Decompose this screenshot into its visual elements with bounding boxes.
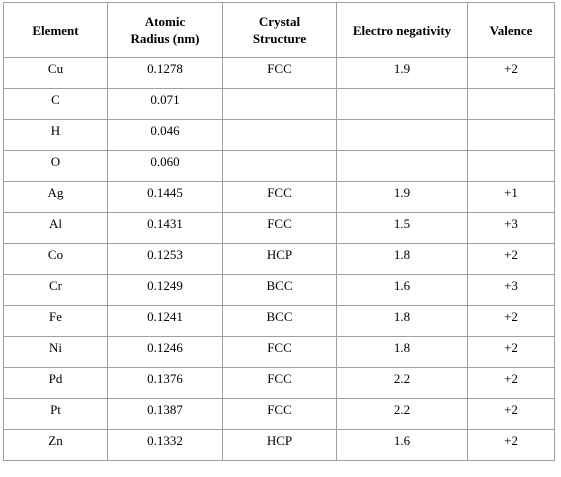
header-crystal-structure-line2: Structure [252,31,307,46]
table-row: Fe 0.1241 BCC 1.8 +2 [3,305,555,337]
cell-valence: +1 [467,181,555,213]
header-electronegativity: Electro negativity [336,2,468,58]
cell-atomic-radius: 0.1246 [107,336,223,368]
table-row: Zn 0.1332 HCP 1.6 +2 [3,429,555,461]
cell-crystal-structure: BCC [222,274,337,306]
element-properties-table: Element Atomic Radius (nm) Crystal Struc… [3,2,555,461]
cell-element: Pt [3,398,108,430]
cell-crystal-structure [222,150,337,182]
cell-electronegativity [336,119,468,151]
cell-valence: +2 [467,57,555,89]
table-row: Pd 0.1376 FCC 2.2 +2 [3,367,555,399]
cell-element: Cr [3,274,108,306]
cell-element: Fe [3,305,108,337]
header-atomic-radius: Atomic Radius (nm) [107,2,223,58]
table-row: Pt 0.1387 FCC 2.2 +2 [3,398,555,430]
cell-valence [467,88,555,120]
cell-crystal-structure: FCC [222,181,337,213]
cell-element: Pd [3,367,108,399]
cell-crystal-structure: HCP [222,243,337,275]
table-row: Cu 0.1278 FCC 1.9 +2 [3,57,555,89]
cell-valence: +2 [467,336,555,368]
table-row: Ni 0.1246 FCC 1.8 +2 [3,336,555,368]
cell-valence: +2 [467,305,555,337]
cell-atomic-radius: 0.1241 [107,305,223,337]
cell-atomic-radius: 0.1278 [107,57,223,89]
cell-crystal-structure: FCC [222,367,337,399]
table-row: Al 0.1431 FCC 1.5 +3 [3,212,555,244]
cell-crystal-structure: FCC [222,336,337,368]
cell-valence: +2 [467,429,555,461]
header-atomic-radius-line1: Atomic [144,14,186,29]
table-row: Ag 0.1445 FCC 1.9 +1 [3,181,555,213]
cell-electronegativity: 1.8 [336,336,468,368]
cell-electronegativity: 1.6 [336,429,468,461]
cell-atomic-radius: 0.1376 [107,367,223,399]
cell-element: Co [3,243,108,275]
cell-electronegativity: 1.6 [336,274,468,306]
cell-atomic-radius: 0.1249 [107,274,223,306]
cell-crystal-structure: FCC [222,212,337,244]
cell-electronegativity: 1.5 [336,212,468,244]
cell-crystal-structure: BCC [222,305,337,337]
cell-element: Ag [3,181,108,213]
cell-valence: +2 [467,367,555,399]
cell-valence: +2 [467,398,555,430]
header-crystal-structure-line1: Crystal [258,14,301,29]
cell-atomic-radius: 0.1387 [107,398,223,430]
table-row: O 0.060 [3,150,555,182]
table-header: Element Atomic Radius (nm) Crystal Struc… [3,2,555,58]
cell-crystal-structure: HCP [222,429,337,461]
header-element: Element [3,2,108,58]
cell-crystal-structure: FCC [222,57,337,89]
cell-atomic-radius: 0.1445 [107,181,223,213]
table-row: Co 0.1253 HCP 1.8 +2 [3,243,555,275]
cell-element: Cu [3,57,108,89]
table-row: H 0.046 [3,119,555,151]
cell-atomic-radius: 0.060 [107,150,223,182]
cell-crystal-structure [222,119,337,151]
cell-valence [467,150,555,182]
cell-electronegativity: 2.2 [336,398,468,430]
header-atomic-radius-line2: Radius (nm) [130,31,200,46]
cell-element: Ni [3,336,108,368]
cell-crystal-structure: FCC [222,398,337,430]
header-valence: Valence [467,2,555,58]
cell-electronegativity [336,150,468,182]
cell-atomic-radius: 0.071 [107,88,223,120]
cell-electronegativity: 2.2 [336,367,468,399]
cell-element: Zn [3,429,108,461]
table-row: Cr 0.1249 BCC 1.6 +3 [3,274,555,306]
cell-valence: +3 [467,212,555,244]
cell-element: O [3,150,108,182]
header-crystal-structure: Crystal Structure [222,2,337,58]
cell-electronegativity: 1.9 [336,181,468,213]
cell-electronegativity: 1.8 [336,305,468,337]
cell-element: C [3,88,108,120]
cell-crystal-structure [222,88,337,120]
cell-atomic-radius: 0.1253 [107,243,223,275]
cell-atomic-radius: 0.1332 [107,429,223,461]
table-row: C 0.071 [3,88,555,120]
cell-element: H [3,119,108,151]
cell-electronegativity: 1.8 [336,243,468,275]
cell-electronegativity [336,88,468,120]
table-body: Cu 0.1278 FCC 1.9 +2 C 0.071 H 0.046 O 0.060 Ag 0.14… [3,57,555,461]
cell-element: Al [3,212,108,244]
header-row: Element Atomic Radius (nm) Crystal Struc… [3,2,555,58]
cell-atomic-radius: 0.046 [107,119,223,151]
cell-valence [467,119,555,151]
cell-atomic-radius: 0.1431 [107,212,223,244]
cell-electronegativity: 1.9 [336,57,468,89]
cell-valence: +2 [467,243,555,275]
cell-valence: +3 [467,274,555,306]
